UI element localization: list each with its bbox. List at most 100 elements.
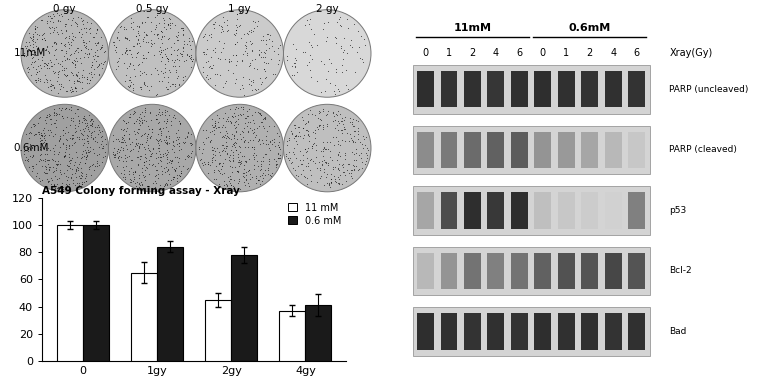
Point [123,84,135,90]
Point [257,140,269,146]
Point [59,72,72,78]
Point [236,57,248,63]
Point [132,36,144,43]
Point [22,69,34,75]
Point [240,113,253,119]
Point [330,69,342,75]
Point [270,162,282,168]
Point [272,142,284,148]
Point [132,144,145,151]
Point [156,54,168,60]
Point [227,52,239,58]
Point [107,38,119,45]
Point [329,117,341,123]
Point [183,52,196,59]
Point [306,111,318,118]
Point [136,59,148,65]
Point [91,40,103,46]
Point [173,147,185,153]
Point [51,78,63,84]
Point [60,123,72,130]
Point [52,151,64,157]
Bar [511,132,528,168]
Bar [417,132,434,168]
Point [320,38,333,44]
Point [55,40,67,47]
Point [156,171,168,177]
Point [164,23,176,29]
Point [112,154,124,160]
Point [53,161,65,168]
Point [40,47,53,53]
Point [59,23,72,29]
Point [318,182,330,188]
Point [30,130,43,137]
Point [299,49,311,55]
Point [217,133,229,139]
Point [131,116,143,122]
Point [186,148,198,154]
Point [80,40,92,47]
Point [93,72,105,78]
Point [229,113,241,120]
Point [230,140,242,146]
Point [228,121,240,128]
Point [247,146,260,152]
Point [97,48,110,55]
Point [266,137,279,143]
Point [46,177,58,184]
Point [164,181,176,187]
Point [336,161,348,168]
Point [140,71,152,78]
Point [220,143,232,149]
Point [253,137,265,143]
Point [118,171,130,177]
Point [64,87,76,93]
Point [60,182,72,188]
Point [138,79,150,85]
Point [231,136,243,142]
Point [168,47,180,53]
Point [314,109,326,115]
Point [127,26,139,32]
Point [289,60,301,66]
Point [57,132,69,138]
Point [315,88,327,95]
Point [196,139,209,145]
Point [314,117,326,123]
Point [350,146,362,152]
Point [112,58,124,64]
Point [37,60,49,66]
Point [177,140,189,146]
Point [336,127,349,133]
Point [170,33,182,39]
Point [221,150,233,156]
Point [27,41,39,47]
Point [53,158,65,164]
Point [348,167,360,173]
Point [354,55,366,61]
Point [132,61,144,68]
Point [24,130,37,136]
Point [243,63,255,69]
Point [97,61,109,67]
Point [224,106,237,113]
Point [163,170,175,177]
Point [23,135,35,141]
Point [83,113,95,119]
Point [230,29,242,36]
Point [294,148,306,154]
Point [164,19,176,26]
Point [174,120,186,126]
Point [148,161,160,167]
Point [219,147,231,154]
Point [255,163,267,169]
Point [183,153,196,159]
Point [151,66,163,73]
Point [145,43,157,49]
Point [227,70,239,76]
Point [229,125,241,131]
Bar [511,71,528,107]
Point [146,129,158,135]
Point [27,54,40,60]
